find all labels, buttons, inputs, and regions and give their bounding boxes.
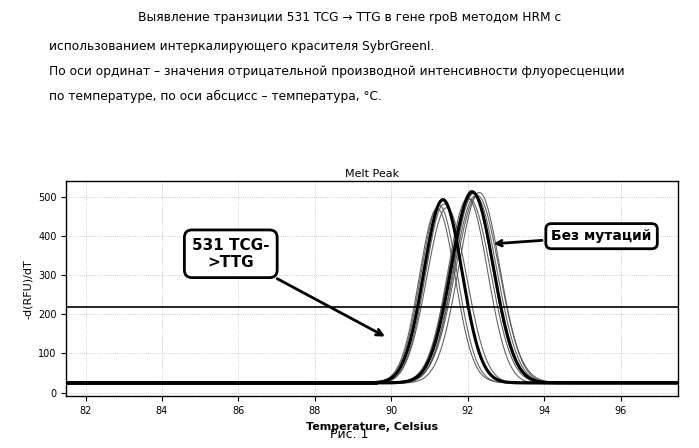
Title: Melt Peak: Melt Peak: [345, 169, 399, 179]
X-axis label: Temperature, Celsius: Temperature, Celsius: [306, 422, 438, 432]
Text: использованием интеркалирующего красителя SybrGreenI.: использованием интеркалирующего красител…: [49, 40, 434, 53]
Text: по температуре, по оси абсцисс – температура, °C.: по температуре, по оси абсцисс – темпера…: [49, 90, 382, 103]
Text: Без мутаций: Без мутаций: [496, 229, 651, 246]
Text: 531 TCG-
>TTG: 531 TCG- >TTG: [192, 237, 382, 335]
Y-axis label: -d(RFU)/dT: -d(RFU)/dT: [22, 259, 33, 319]
Text: По оси ординат – значения отрицательной производной интенсивности флуоресценции: По оси ординат – значения отрицательной …: [49, 65, 624, 78]
Text: Рис. 1: Рис. 1: [330, 428, 369, 441]
Text: Выявление транзиции 531 TCG → TTG в гене rpoB методом HRM с: Выявление транзиции 531 TCG → TTG в гене…: [138, 11, 561, 24]
